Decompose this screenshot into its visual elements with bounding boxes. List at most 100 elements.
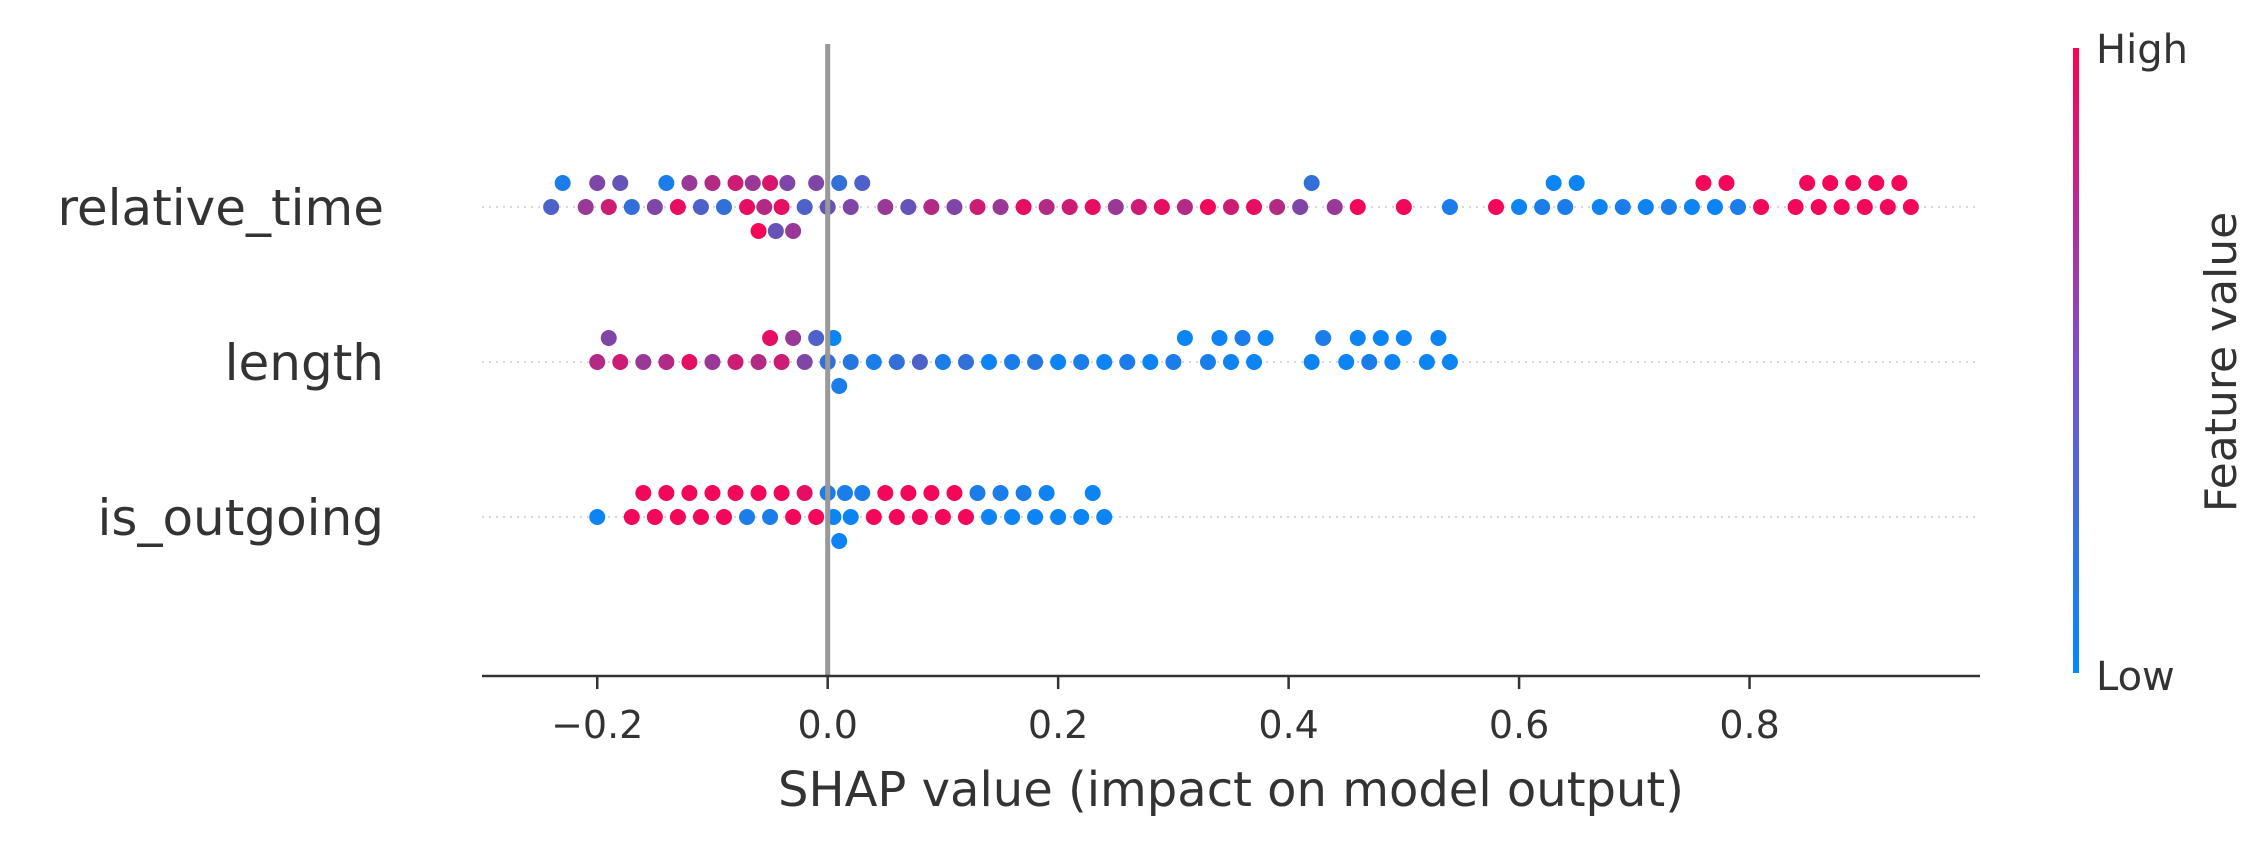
x-tick-label: −0.2 <box>551 703 643 747</box>
point-length-01 <box>600 330 617 346</box>
point-relative_time-32 <box>923 199 940 215</box>
point-is_outgoing-36 <box>1004 509 1021 525</box>
point-relative_time-61 <box>1614 199 1631 215</box>
point-relative_time-02 <box>577 199 594 215</box>
point-is_outgoing-10 <box>727 485 744 501</box>
point-is_outgoing-15 <box>785 509 802 525</box>
point-is_outgoing-14 <box>773 485 790 501</box>
point-relative_time-79 <box>1891 175 1908 191</box>
point-length-25 <box>1027 354 1044 370</box>
point-relative_time-62 <box>1637 199 1654 215</box>
point-is_outgoing-39 <box>1038 485 1055 501</box>
point-length-05 <box>681 354 698 370</box>
point-relative_time-07 <box>646 199 663 215</box>
point-is_outgoing-05 <box>669 509 686 525</box>
point-relative_time-24 <box>796 199 813 215</box>
point-is_outgoing-41 <box>1073 509 1090 525</box>
point-is_outgoing-09 <box>715 509 732 525</box>
point-length-11 <box>785 330 802 346</box>
point-length-19 <box>888 354 905 370</box>
point-is_outgoing-25 <box>877 485 894 501</box>
point-is_outgoing-35 <box>992 485 1009 501</box>
point-relative_time-37 <box>1038 199 1055 215</box>
point-length-04 <box>658 354 675 370</box>
point-relative_time-68 <box>1730 199 1747 215</box>
point-relative_time-30 <box>877 199 894 215</box>
point-length-06 <box>704 354 721 370</box>
point-relative_time-10 <box>681 175 698 191</box>
point-relative_time-08 <box>658 175 675 191</box>
point-length-24 <box>1004 354 1021 370</box>
points-layer <box>543 175 1919 549</box>
point-length-34 <box>1211 330 1228 346</box>
point-is_outgoing-30 <box>934 509 951 525</box>
point-relative_time-55 <box>1511 199 1528 215</box>
point-length-16 <box>831 378 848 394</box>
x-tick-label: 0.2 <box>1028 703 1088 747</box>
point-relative_time-70 <box>1787 199 1804 215</box>
point-length-08 <box>750 354 767 370</box>
point-relative_time-06 <box>623 199 640 215</box>
point-relative_time-54 <box>1488 199 1505 215</box>
point-relative_time-34 <box>969 199 986 215</box>
point-relative_time-73 <box>1822 175 1839 191</box>
point-is_outgoing-33 <box>969 485 986 501</box>
point-is_outgoing-06 <box>681 485 698 501</box>
point-relative_time-13 <box>715 199 732 215</box>
point-relative_time-75 <box>1845 175 1862 191</box>
point-is_outgoing-17 <box>808 509 825 525</box>
point-relative_time-64 <box>1683 199 1700 215</box>
x-tick-label: 0.0 <box>797 703 857 747</box>
point-relative_time-19 <box>762 175 779 191</box>
point-is_outgoing-38 <box>1027 509 1044 525</box>
point-relative_time-15 <box>739 199 756 215</box>
point-length-23 <box>981 354 998 370</box>
point-relative_time-20 <box>767 223 784 239</box>
point-is_outgoing-32 <box>957 509 974 525</box>
point-length-26 <box>1050 354 1067 370</box>
point-length-12 <box>796 354 813 370</box>
point-relative_time-09 <box>669 199 686 215</box>
point-length-07 <box>727 354 744 370</box>
point-relative_time-27 <box>831 175 848 191</box>
x-tick-label: 0.6 <box>1489 703 1549 747</box>
point-is_outgoing-08 <box>704 485 721 501</box>
point-relative_time-21 <box>773 199 790 215</box>
point-relative_time-00 <box>543 199 560 215</box>
point-relative_time-38 <box>1061 199 1078 215</box>
point-is_outgoing-43 <box>1096 509 1113 525</box>
feature-label-length: length <box>225 334 384 392</box>
colorbar: High Low Feature value <box>2073 27 2247 700</box>
point-relative_time-42 <box>1153 199 1170 215</box>
point-relative_time-51 <box>1349 199 1366 215</box>
point-is_outgoing-12 <box>750 485 767 501</box>
point-relative_time-76 <box>1856 199 1873 215</box>
point-relative_time-71 <box>1799 175 1816 191</box>
point-relative_time-72 <box>1810 199 1827 215</box>
point-length-29 <box>1119 354 1136 370</box>
point-relative_time-31 <box>900 199 917 215</box>
point-relative_time-29 <box>854 175 871 191</box>
point-is_outgoing-31 <box>946 485 963 501</box>
point-length-02 <box>612 354 629 370</box>
colorbar-low-label: Low <box>2096 654 2175 700</box>
point-length-48 <box>1430 330 1447 346</box>
point-is_outgoing-42 <box>1084 485 1101 501</box>
point-length-44 <box>1372 330 1389 346</box>
point-relative_time-59 <box>1568 175 1585 191</box>
point-relative_time-39 <box>1084 199 1101 215</box>
point-is_outgoing-13 <box>762 509 779 525</box>
point-relative_time-25 <box>808 175 825 191</box>
point-length-39 <box>1303 354 1320 370</box>
point-length-27 <box>1073 354 1090 370</box>
point-relative_time-40 <box>1107 199 1124 215</box>
point-length-00 <box>589 354 606 370</box>
point-relative_time-14 <box>727 175 744 191</box>
point-relative_time-80 <box>1902 199 1919 215</box>
point-relative_time-57 <box>1545 175 1562 191</box>
point-relative_time-58 <box>1557 199 1574 215</box>
point-relative_time-22 <box>779 175 796 191</box>
point-is_outgoing-24 <box>865 509 882 525</box>
point-length-13 <box>808 330 825 346</box>
point-relative_time-12 <box>704 175 721 191</box>
